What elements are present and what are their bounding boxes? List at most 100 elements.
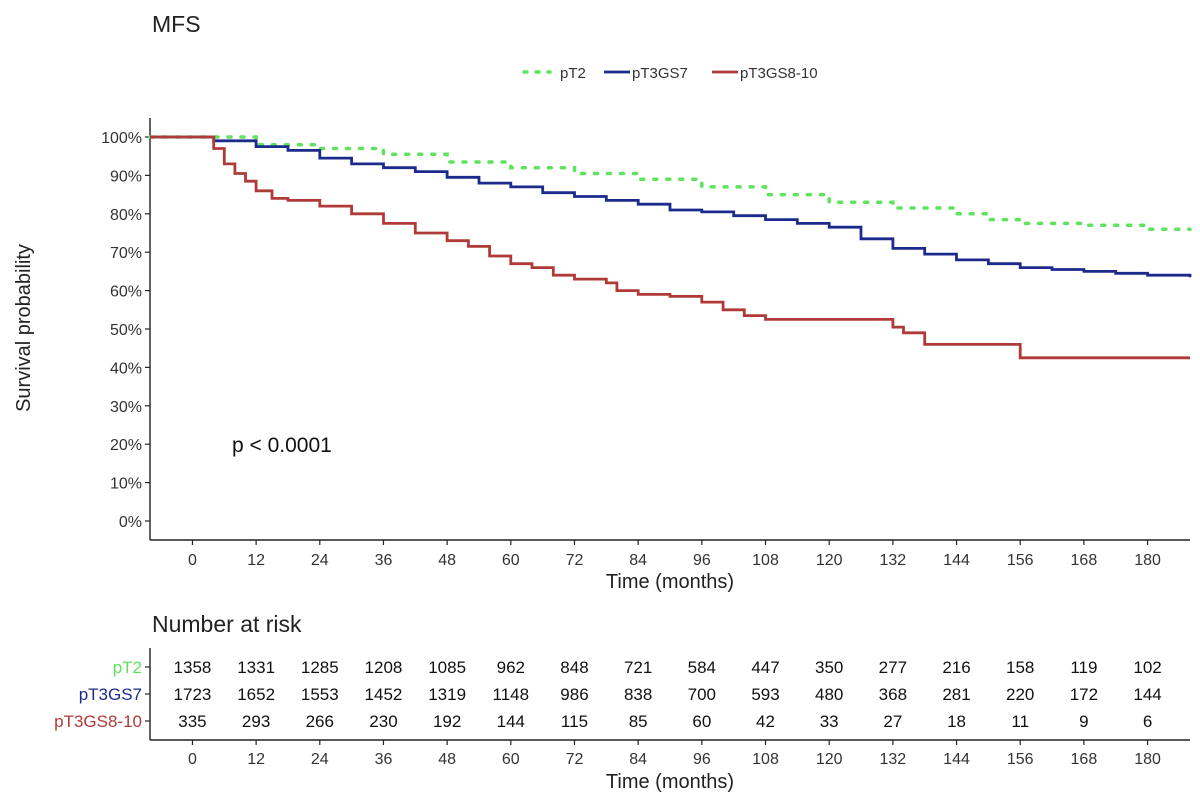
risk-cell: 480 <box>815 685 843 704</box>
risk-cell: 368 <box>879 685 907 704</box>
risk-row-label: pT3GS8-10 <box>54 712 142 731</box>
risk-x-tick-label: 12 <box>247 751 265 768</box>
p-value-annotation: p < 0.0001 <box>232 434 332 457</box>
risk-cell: 216 <box>942 658 970 677</box>
risk-table-title: Number at risk <box>152 611 302 637</box>
risk-x-tick-label: 72 <box>566 751 584 768</box>
y-tick-label: 90% <box>110 168 142 185</box>
risk-x-tick-label: 96 <box>693 751 711 768</box>
plot-area: 0% 10% 20% 30% 40% 50% 60% 70% 80% 90% 100% 0 12 24 36… <box>101 118 1192 569</box>
series-line-pt2 <box>148 135 1192 231</box>
x-tick-label: 168 <box>1071 552 1098 569</box>
x-tick-label: 144 <box>943 552 970 569</box>
risk-cell: 838 <box>624 685 652 704</box>
x-tick-label: 120 <box>816 552 843 569</box>
risk-cell: 172 <box>1070 685 1098 704</box>
y-tick-label: 100% <box>101 130 142 147</box>
risk-cell: 335 <box>178 712 206 731</box>
x-tick-label: 132 <box>880 552 907 569</box>
risk-cell: 962 <box>497 658 525 677</box>
x-tick-label: 60 <box>502 552 520 569</box>
risk-cell: 1723 <box>174 685 212 704</box>
risk-cell: 158 <box>1006 658 1034 677</box>
risk-cell: 1553 <box>301 685 339 704</box>
risk-x-tick-label: 24 <box>311 751 329 768</box>
risk-cell: 144 <box>1133 685 1161 704</box>
risk-x-tick-label: 108 <box>752 751 779 768</box>
risk-cell: 1208 <box>365 658 403 677</box>
y-tick-label: 20% <box>110 437 142 454</box>
risk-cell: 447 <box>751 658 779 677</box>
y-tick-label: 40% <box>110 360 142 377</box>
risk-cell: 1148 <box>493 685 530 704</box>
risk-cell: 9 <box>1079 712 1088 731</box>
risk-x-tick-label: 0 <box>188 751 197 768</box>
risk-cell: 1358 <box>174 658 212 677</box>
chart-title: MFS <box>152 11 201 37</box>
risk-x-tick-label: 84 <box>629 751 647 768</box>
x-tick-label: 12 <box>247 552 265 569</box>
legend-label: pT3GS7 <box>632 65 688 82</box>
series-line-pt3gs8-10 <box>150 135 1190 360</box>
y-tick-label: 10% <box>110 476 142 493</box>
risk-row-label: pT3GS7 <box>79 685 142 704</box>
risk-table: pT2 1358 1331 1285 1208 1085 962 848 721 584 447 35… <box>54 648 1190 768</box>
x-tick-label: 156 <box>1007 552 1034 569</box>
y-tick-label: 30% <box>110 399 142 416</box>
x-tick-label: 96 <box>693 552 711 569</box>
risk-cell: 266 <box>306 712 334 731</box>
y-tick-label: 0% <box>119 514 142 531</box>
x-tick-label: 0 <box>188 552 197 569</box>
risk-cell: 986 <box>560 685 588 704</box>
risk-cell: 42 <box>756 712 775 731</box>
risk-cell: 1652 <box>237 685 275 704</box>
risk-cell: 293 <box>242 712 270 731</box>
risk-cell: 1285 <box>301 658 339 677</box>
risk-x-tick-label: 120 <box>816 751 843 768</box>
x-tick-label: 72 <box>566 552 584 569</box>
risk-cell: 6 <box>1143 712 1152 731</box>
y-tick-label: 50% <box>110 322 142 339</box>
risk-cell: 33 <box>820 712 839 731</box>
x-tick-label: 36 <box>375 552 393 569</box>
risk-cell: 11 <box>1011 712 1029 731</box>
risk-row-label: pT2 <box>113 658 142 677</box>
risk-x-tick-label: 36 <box>375 751 393 768</box>
risk-cell: 593 <box>751 685 779 704</box>
x-axis-title: Time (months) <box>606 571 734 593</box>
risk-cell: 102 <box>1133 658 1161 677</box>
risk-cell: 220 <box>1006 685 1034 704</box>
risk-x-tick-label: 168 <box>1071 751 1098 768</box>
risk-cell: 144 <box>497 712 525 731</box>
risk-cell: 115 <box>561 712 588 731</box>
x-tick-label: 48 <box>438 552 456 569</box>
risk-cell: 584 <box>688 658 716 677</box>
risk-cell: 192 <box>433 712 461 731</box>
legend-label: pT3GS8-10 <box>740 65 818 82</box>
risk-cell: 721 <box>624 658 652 677</box>
risk-cell: 27 <box>883 712 902 731</box>
y-tick-label: 70% <box>110 245 142 262</box>
risk-cell: 1319 <box>428 685 466 704</box>
risk-cell: 60 <box>692 712 711 731</box>
legend: pT2 pT3GS7 pT3GS8-10 <box>522 65 818 82</box>
series-line-pt3gs7 <box>150 135 1192 278</box>
risk-x-tick-label: 180 <box>1134 751 1161 768</box>
risk-x-tick-label: 60 <box>502 751 520 768</box>
risk-cell: 18 <box>947 712 966 731</box>
risk-cell: 281 <box>942 685 970 704</box>
risk-x-tick-label: 156 <box>1007 751 1034 768</box>
x-tick-label: 84 <box>629 552 647 569</box>
risk-cell: 85 <box>629 712 648 731</box>
risk-cell: 1452 <box>365 685 403 704</box>
x-tick-label: 24 <box>311 552 329 569</box>
y-axis-title: Survival probability <box>13 244 35 412</box>
risk-x-tick-label: 132 <box>880 751 907 768</box>
risk-cell: 350 <box>815 658 843 677</box>
risk-cell: 1331 <box>237 658 275 677</box>
risk-cell: 277 <box>879 658 907 677</box>
x-tick-label: 180 <box>1134 552 1161 569</box>
risk-x-tick-label: 144 <box>943 751 970 768</box>
